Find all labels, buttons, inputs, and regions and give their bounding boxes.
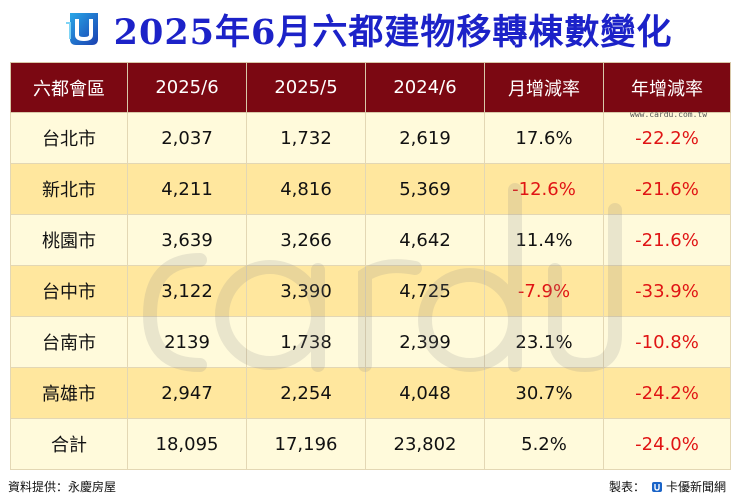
cell-2025-06: 2,947 xyxy=(127,367,247,419)
row-total: 合計 18,095 17,196 23,802 5.2% -24.0% xyxy=(10,418,731,470)
cell-2025-05: 2,254 xyxy=(246,367,366,419)
cell-region: 新北市 xyxy=(10,163,128,215)
cell-mom-change: 5.2% xyxy=(484,418,604,470)
data-table: 六都會區 2025/6 2025/5 2024/6 月增減率 年增減率 台北市 2… xyxy=(10,62,731,470)
cell-2024-06: 2,399 xyxy=(365,316,485,368)
header-2025-06: 2025/6 xyxy=(127,62,247,113)
cardu-u-logo-icon xyxy=(64,9,104,49)
cell-mom-change: 30.7% xyxy=(484,367,604,419)
cell-region: 合計 xyxy=(10,418,128,470)
cell-2025-05: 3,390 xyxy=(246,265,366,317)
title-bar: 2025年6月六都建物移轉棟數變化 xyxy=(0,0,736,58)
cell-yoy-change: -33.9% xyxy=(603,265,731,317)
header-mom-change: 月增減率 xyxy=(484,62,604,113)
cell-yoy-change: -22.2% xyxy=(603,112,731,164)
cell-region: 桃園市 xyxy=(10,214,128,266)
cell-mom-change: -7.9% xyxy=(484,265,604,317)
maker-note: 製表： 卡優新聞網 xyxy=(609,478,726,495)
cell-2025-06: 4,211 xyxy=(127,163,247,215)
cell-yoy-change: -24.2% xyxy=(603,367,731,419)
cell-2024-06: 4,048 xyxy=(365,367,485,419)
cell-region: 台北市 xyxy=(10,112,128,164)
data-table-container: 六都會區 2025/6 2025/5 2024/6 月增減率 年增減率 台北市 2… xyxy=(10,62,731,470)
cell-yoy-change: -21.6% xyxy=(603,163,731,215)
page-title: 2025年6月六都建物移轉棟數變化 xyxy=(113,11,673,53)
cell-2025-05: 4,816 xyxy=(246,163,366,215)
cell-yoy-change: -10.8% xyxy=(603,316,731,368)
cell-2024-06: 23,802 xyxy=(365,418,485,470)
table-header-row: 六都會區 2025/6 2025/5 2024/6 月增減率 年增減率 xyxy=(10,62,731,113)
row-tainan: 台南市 2139 1,738 2,399 23.1% -10.8% xyxy=(10,316,731,368)
cell-2025-05: 1,738 xyxy=(246,316,366,368)
cell-mom-change: 11.4% xyxy=(484,214,604,266)
table-body: 台北市 2,037 1,732 2,619 17.6% -22.2% 新北市 4,211 4,8… xyxy=(10,112,731,470)
source-note: 資料提供：永慶房屋 xyxy=(8,480,117,494)
cell-2025-06: 18,095 xyxy=(127,418,247,470)
cell-2024-06: 4,642 xyxy=(365,214,485,266)
cell-2025-05: 3,266 xyxy=(246,214,366,266)
row-kaohsiung: 高雄市 2,947 2,254 4,048 30.7% -24.2% xyxy=(10,367,731,419)
cell-2025-05: 17,196 xyxy=(246,418,366,470)
cell-2024-06: 5,369 xyxy=(365,163,485,215)
cardu-mini-logo-icon xyxy=(651,481,662,492)
cell-region: 台中市 xyxy=(10,265,128,317)
cell-2024-06: 4,725 xyxy=(365,265,485,317)
cell-2025-05: 1,732 xyxy=(246,112,366,164)
header-yoy-change: 年增減率 xyxy=(603,62,731,113)
cell-2025-06: 3,122 xyxy=(127,265,247,317)
watermark-url: www.cardu.com.tw xyxy=(630,110,708,119)
row-taipei: 台北市 2,037 1,732 2,619 17.6% -22.2% xyxy=(10,112,731,164)
cell-yoy-change: -24.0% xyxy=(603,418,731,470)
row-new-taipei: 新北市 4,211 4,816 5,369 -12.6% -21.6% xyxy=(10,163,731,215)
cell-mom-change: 23.1% xyxy=(484,316,604,368)
cell-2025-06: 2139 xyxy=(127,316,247,368)
header-region: 六都會區 xyxy=(10,62,128,113)
header-2025-05: 2025/5 xyxy=(246,62,366,113)
header-2024-06: 2024/6 xyxy=(365,62,485,113)
row-taichung: 台中市 3,122 3,390 4,725 -7.9% -33.9% xyxy=(10,265,731,317)
cell-mom-change: 17.6% xyxy=(484,112,604,164)
cell-2024-06: 2,619 xyxy=(365,112,485,164)
maker-label: 製表： xyxy=(608,480,645,494)
cell-2025-06: 3,639 xyxy=(127,214,247,266)
cell-2025-06: 2,037 xyxy=(127,112,247,164)
cell-yoy-change: -21.6% xyxy=(603,214,731,266)
row-taoyuan: 桃園市 3,639 3,266 4,642 11.4% -21.6% xyxy=(10,214,731,266)
cell-mom-change: -12.6% xyxy=(484,163,604,215)
cell-region: 台南市 xyxy=(10,316,128,368)
cell-region: 高雄市 xyxy=(10,367,128,419)
maker-name: 卡優新聞網 xyxy=(665,480,726,494)
